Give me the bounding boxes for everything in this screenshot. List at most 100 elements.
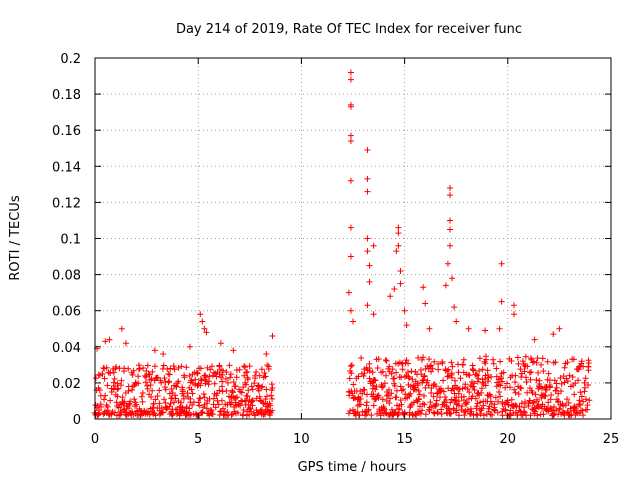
data-point — [230, 378, 237, 385]
data-point — [551, 377, 558, 384]
data-point — [395, 224, 402, 231]
data-point — [462, 381, 469, 388]
data-point — [363, 411, 370, 418]
data-point — [578, 358, 585, 365]
data-point — [175, 398, 182, 405]
data-point — [125, 365, 132, 372]
data-point — [498, 260, 505, 267]
data-point — [269, 407, 276, 414]
data-point — [447, 399, 454, 406]
data-point — [527, 412, 534, 419]
data-point — [473, 405, 480, 412]
data-point — [510, 311, 517, 318]
data-point — [193, 369, 200, 376]
data-point — [561, 364, 568, 371]
data-point — [534, 412, 541, 419]
data-point — [512, 379, 519, 386]
data-point — [391, 375, 398, 382]
data-point — [152, 396, 159, 403]
data-point — [577, 402, 584, 409]
data-point — [443, 396, 450, 403]
data-point — [412, 411, 419, 418]
data-point — [253, 395, 260, 402]
data-point — [488, 412, 495, 419]
data-point — [154, 393, 161, 400]
data-point — [186, 343, 193, 350]
data-point — [204, 400, 211, 407]
data-point — [140, 364, 147, 371]
data-point — [127, 398, 134, 405]
data-point — [478, 389, 485, 396]
data-point — [476, 367, 483, 374]
data-point — [199, 318, 206, 325]
data-point — [228, 411, 235, 418]
data-point — [419, 407, 426, 414]
data-point — [240, 407, 247, 414]
data-point — [161, 396, 168, 403]
data-point — [477, 410, 484, 417]
data-point — [142, 379, 149, 386]
data-point — [216, 387, 223, 394]
data-point — [175, 378, 182, 385]
data-point — [375, 356, 382, 363]
data-point — [474, 378, 481, 385]
data-point — [421, 372, 428, 379]
data-point — [522, 374, 529, 381]
data-point — [558, 388, 565, 395]
data-point — [347, 224, 354, 231]
data-point — [401, 307, 408, 314]
data-point — [521, 409, 528, 416]
data-point — [148, 375, 155, 382]
data-point — [428, 362, 435, 369]
data-point — [252, 375, 259, 382]
data-point — [422, 411, 429, 418]
data-point — [350, 381, 357, 388]
data-point — [553, 384, 560, 391]
data-point — [455, 412, 462, 419]
data-point — [453, 384, 460, 391]
data-point — [422, 384, 429, 391]
data-point — [547, 404, 554, 411]
data-point — [192, 376, 199, 383]
data-point — [524, 363, 531, 370]
data-point — [197, 395, 204, 402]
data-point — [452, 377, 459, 384]
data-point — [110, 369, 117, 376]
data-point — [455, 369, 462, 376]
data-point — [357, 395, 364, 402]
data-point — [398, 387, 405, 394]
x-tick-label: 20 — [500, 432, 517, 447]
data-point — [154, 374, 161, 381]
data-point — [498, 298, 505, 305]
data-point — [403, 357, 410, 364]
data-point — [241, 363, 248, 370]
data-point — [379, 368, 386, 375]
data-point — [178, 363, 185, 370]
data-point — [213, 373, 220, 380]
data-point — [163, 406, 170, 413]
data-point — [132, 379, 139, 386]
data-point — [364, 175, 371, 182]
data-point — [262, 373, 269, 380]
y-tick-label: 0 — [73, 413, 81, 428]
data-point — [149, 368, 156, 375]
data-point — [158, 379, 165, 386]
data-point — [267, 402, 274, 409]
data-point — [449, 385, 456, 392]
data-point — [439, 360, 446, 367]
data-point — [416, 403, 423, 410]
data-point — [268, 381, 275, 388]
data-point — [171, 366, 178, 373]
data-point — [364, 147, 371, 154]
data-point — [430, 382, 437, 389]
data-point — [201, 394, 208, 401]
data-point — [143, 374, 150, 381]
data-point — [364, 302, 371, 309]
data-point — [585, 381, 592, 388]
data-point — [500, 369, 507, 376]
data-point — [269, 395, 276, 402]
data-point — [242, 364, 249, 371]
data-point — [409, 376, 416, 383]
data-point — [348, 370, 355, 377]
data-point — [479, 379, 486, 386]
